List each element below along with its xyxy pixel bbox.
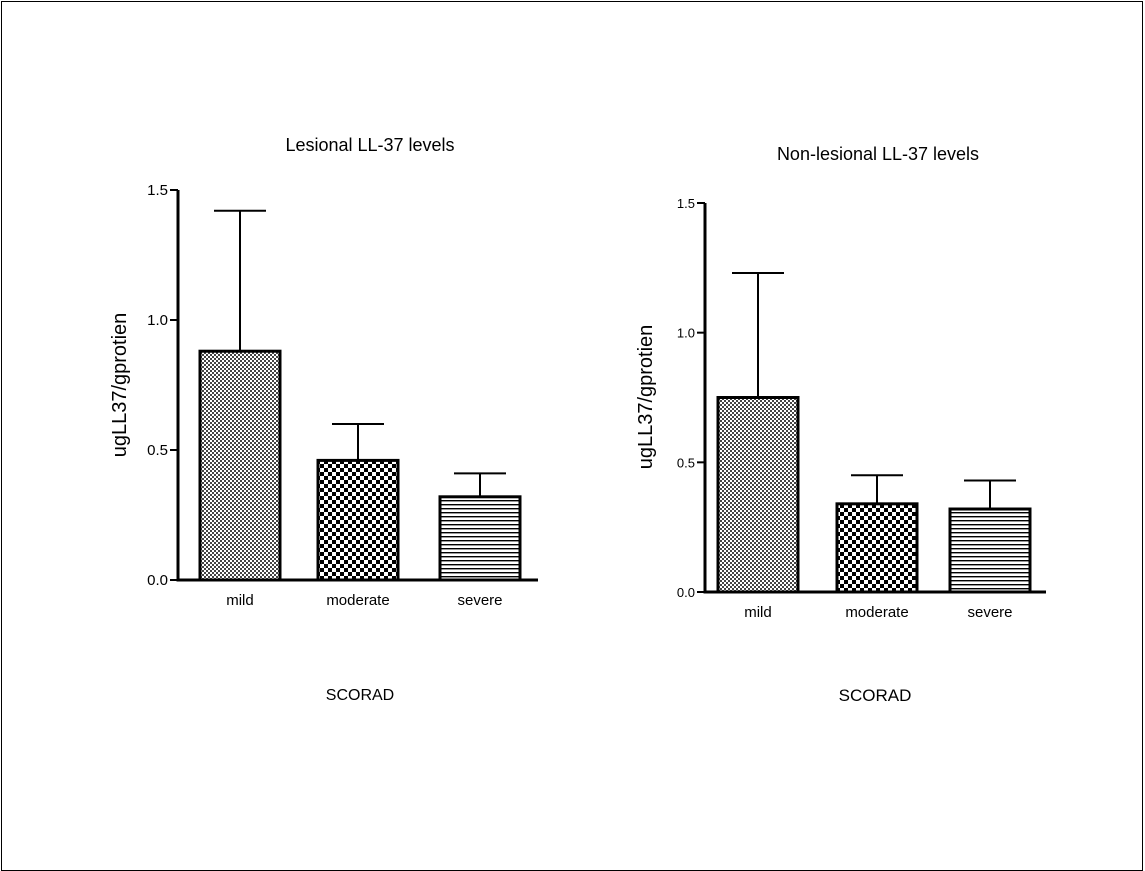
x-axis-label: SCORAD: [839, 686, 912, 705]
chart-title: Lesional LL-37 levels: [285, 135, 454, 155]
axes-group: [170, 189, 538, 582]
bar-moderate: [316, 458, 400, 582]
y-axis-label: ugLL37/gprotien: [109, 313, 131, 458]
x-axis-label: SCORAD: [326, 687, 394, 704]
y-tick-label: 0.5: [147, 442, 168, 459]
y-tick-label: 1.5: [147, 182, 168, 199]
bar-severe: [948, 507, 1032, 594]
chart-title: Non-lesional LL-37 levels: [777, 144, 979, 164]
bar-moderate: [835, 502, 919, 594]
category-label: mild: [226, 592, 254, 609]
axes-group: [697, 202, 1046, 594]
errorbars-group: [214, 209, 506, 497]
category-label: severe: [457, 592, 502, 609]
ticks-group: mild moderate severe 0.0 0.5 1.0 1.5: [147, 182, 502, 609]
y-tick-label: 1.0: [147, 312, 168, 329]
chart-lesional: Lesional LL-37 levels ugLL37/gprotien SC…: [109, 135, 538, 704]
bars-group: [198, 349, 522, 582]
category-label: moderate: [326, 592, 389, 609]
y-tick-label: 0.5: [677, 455, 695, 470]
errorbars-group: [732, 272, 1016, 510]
category-label: moderate: [845, 604, 908, 621]
category-label: severe: [967, 604, 1012, 621]
chart-nonlesional: Non-lesional LL-37 levels ugLL37/gprotie…: [635, 144, 1046, 705]
y-axis-label: ugLL37/gprotien: [635, 325, 657, 470]
y-tick-label: 1.0: [677, 326, 695, 341]
bar-severe: [438, 495, 522, 582]
bars-group: [716, 396, 1032, 594]
y-tick-label: 0.0: [147, 572, 168, 589]
bar-mild: [198, 349, 282, 582]
category-label: mild: [744, 604, 772, 621]
ticks-group: mild moderate severe 0.0 0.5 1.0 1.5: [677, 196, 1013, 621]
bar-mild: [716, 396, 800, 594]
y-tick-label: 1.5: [677, 196, 695, 211]
y-tick-label: 0.0: [677, 585, 695, 600]
